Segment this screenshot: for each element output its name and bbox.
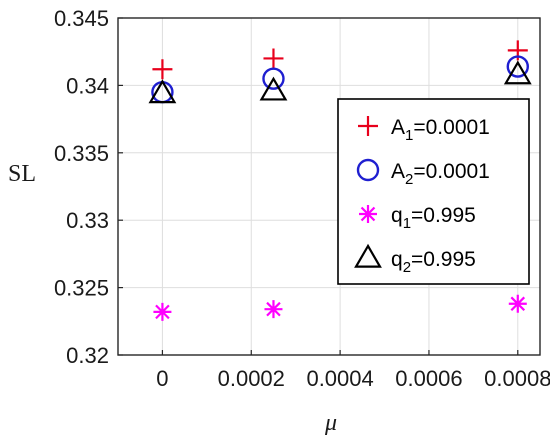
data-point-q1: [508, 294, 527, 313]
legend: A1=0.0001 A2=0.0001 q1=0.995 q2=0.995: [337, 98, 530, 285]
legend-marker-q2: [354, 243, 382, 268]
x-tick-label: 0.0008: [484, 366, 550, 391]
x-tick-label: 0.0002: [218, 366, 285, 391]
legend-marker-A2: [356, 158, 380, 182]
data-point-q1: [264, 300, 283, 319]
legend-label-A2: A2=0.0001: [391, 160, 490, 188]
marks: [148, 40, 532, 321]
y-tick-label: 0.325: [54, 276, 109, 301]
legend-marker-q1: [359, 205, 377, 223]
data-point-A1: [263, 48, 284, 69]
legend-label-q1: q1=0.995: [391, 204, 476, 232]
series-q1: [153, 294, 527, 321]
y-tick-label: 0.33: [66, 208, 109, 233]
series-A1: [152, 40, 528, 80]
data-point-A2: [262, 67, 285, 90]
y-axis-label: SL: [8, 161, 36, 187]
legend-item-q1: q1=0.995: [359, 204, 476, 232]
data-point-q2: [503, 60, 532, 85]
data-point-q1: [153, 302, 172, 321]
axis-ticks: 0.32 0.325 0.33 0.335 0.34 0.345 0 0.0002 0.0004…: [54, 6, 550, 391]
y-tick-label: 0.345: [54, 6, 109, 31]
legend-item-q2: q2=0.995: [354, 243, 476, 276]
legend-item-A1: A1=0.0001: [358, 116, 490, 144]
y-tick-label: 0.335: [54, 141, 109, 166]
y-tick-label: 0.34: [66, 73, 109, 98]
data-point-A2: [506, 55, 529, 78]
legend-item-A2: A2=0.0001: [356, 158, 490, 188]
data-point-A1: [152, 59, 173, 80]
data-point-q2: [148, 79, 177, 104]
x-tick-label: 0: [156, 366, 168, 391]
data-point-q2: [259, 76, 288, 101]
plot-frame: [117, 17, 541, 356]
x-axis-label: μ: [324, 410, 337, 436]
legend-box: [337, 98, 530, 285]
y-tick-label: 0.32: [66, 343, 109, 368]
legend-label-A1: A1=0.0001: [391, 116, 490, 144]
legend-marker-A1: [358, 116, 378, 136]
x-tick-label: 0.0004: [306, 366, 373, 391]
x-tick-label: 0.0006: [395, 366, 462, 391]
series-q2: [148, 60, 532, 104]
legend-label-q2: q2=0.995: [391, 248, 476, 276]
